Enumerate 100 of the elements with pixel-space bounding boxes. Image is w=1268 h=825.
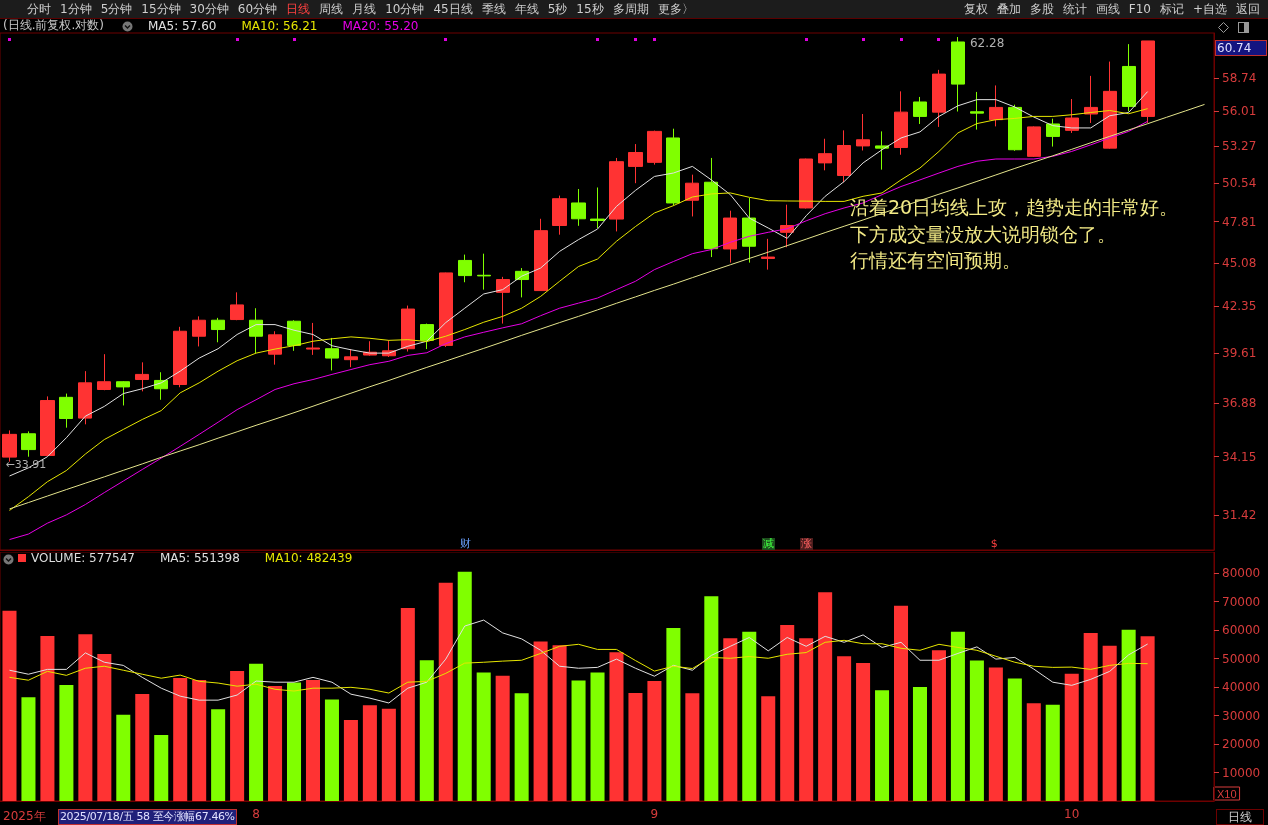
y-axis-title: X10	[1217, 787, 1237, 800]
text: 分时	[27, 2, 51, 16]
candlestick	[344, 348, 358, 368]
candlestick	[1122, 43, 1136, 113]
text: 日线	[286, 2, 311, 16]
y-tick-label: 53.27	[1222, 139, 1257, 154]
candlestick	[477, 253, 491, 291]
bar	[324, 699, 339, 801]
y-tick-label: 58.74	[1222, 70, 1257, 85]
bar	[931, 650, 946, 801]
bar	[192, 679, 207, 801]
bar	[704, 596, 719, 801]
text: 统计	[1062, 2, 1087, 16]
candlestick	[287, 319, 301, 352]
legend-label: VOLUME: 577547	[31, 551, 135, 565]
candlestick	[458, 254, 472, 283]
text: 日线	[1216, 809, 1264, 825]
bar	[1026, 703, 1041, 801]
candlestick	[78, 370, 92, 425]
text: 季线	[481, 2, 506, 16]
y-tick-label: 50.54	[1222, 175, 1257, 190]
candlestick	[1103, 61, 1117, 150]
candlestick	[628, 143, 643, 184]
text: 多周期	[612, 2, 649, 16]
text: 60.74	[1215, 40, 1267, 56]
candlestick	[609, 157, 624, 232]
bar	[476, 672, 491, 801]
bar	[1102, 645, 1117, 801]
candlestick	[951, 36, 965, 113]
bar	[837, 656, 852, 801]
bar	[723, 638, 738, 801]
candlestick	[116, 380, 130, 406]
bar	[856, 663, 871, 801]
candlestick	[856, 113, 870, 152]
candlestick	[325, 337, 339, 371]
bar	[875, 690, 890, 801]
candlestick	[534, 218, 548, 292]
annotation: 财	[458, 537, 472, 550]
y-tick-label: 50000	[1222, 651, 1261, 666]
y-tick-label: 60000	[1222, 623, 1261, 638]
bar	[21, 697, 36, 801]
candlestick	[135, 361, 149, 392]
bar	[950, 631, 965, 801]
candlestick	[1008, 104, 1022, 152]
bar	[1121, 629, 1136, 801]
text: 5秒	[547, 2, 568, 16]
text: MA10: 56.21	[241, 19, 318, 33]
candlestick	[268, 330, 282, 366]
y-tick-label: 10000	[1222, 765, 1261, 780]
text: 月线	[352, 2, 377, 16]
candlestick	[420, 323, 434, 350]
candlestick	[1141, 40, 1155, 124]
bar	[666, 628, 681, 801]
text: 10分钟	[385, 2, 425, 16]
bar	[1045, 704, 1060, 801]
bar	[59, 685, 74, 801]
text: 45日线	[433, 2, 473, 16]
y-tick-label: 34.15	[1222, 449, 1257, 464]
bar	[438, 582, 453, 801]
chart-title: (日线.前复权.对数)	[3, 18, 104, 32]
candlestick	[59, 393, 73, 429]
candlestick	[761, 238, 775, 271]
text: MA5: 551398	[159, 551, 240, 565]
y-tick-label: 70000	[1222, 594, 1261, 609]
bar	[761, 696, 776, 801]
bar	[343, 720, 358, 801]
bar	[457, 571, 472, 801]
candlestick	[496, 276, 510, 325]
bar	[78, 634, 93, 801]
y-tick-label: 36.88	[1222, 395, 1257, 410]
bar	[609, 652, 624, 801]
y-tick-label: 47.81	[1222, 214, 1257, 229]
bar	[685, 693, 700, 801]
text: 60分钟	[237, 2, 278, 16]
line-series	[8, 639, 1149, 694]
candlestick	[571, 188, 586, 227]
bar	[495, 675, 510, 801]
text: 返回	[1236, 2, 1260, 16]
bar	[287, 682, 302, 801]
candlestick	[970, 91, 984, 131]
candlestick	[913, 96, 927, 125]
bar	[116, 714, 131, 801]
candlestick	[704, 157, 718, 258]
bar	[381, 708, 396, 801]
annotation: 行情还有空间预期。	[850, 249, 1021, 271]
candlestick	[211, 317, 225, 343]
candlestick	[799, 158, 813, 210]
y-tick-label: 56.01	[1222, 104, 1257, 119]
annotation: 下方成交量没放大说明锁仓了。	[850, 222, 1116, 245]
y-tick-label: 45.08	[1222, 255, 1257, 270]
text: 周线	[319, 2, 344, 16]
y-tick-label: 30000	[1222, 708, 1261, 723]
x-tick-label: 8	[252, 807, 260, 821]
bar	[742, 631, 757, 801]
bar	[799, 638, 814, 801]
candlestick	[306, 322, 320, 356]
annotation: 减	[762, 537, 776, 550]
candlestick	[192, 315, 206, 347]
text: 1分钟	[60, 2, 92, 16]
bar	[590, 672, 605, 801]
